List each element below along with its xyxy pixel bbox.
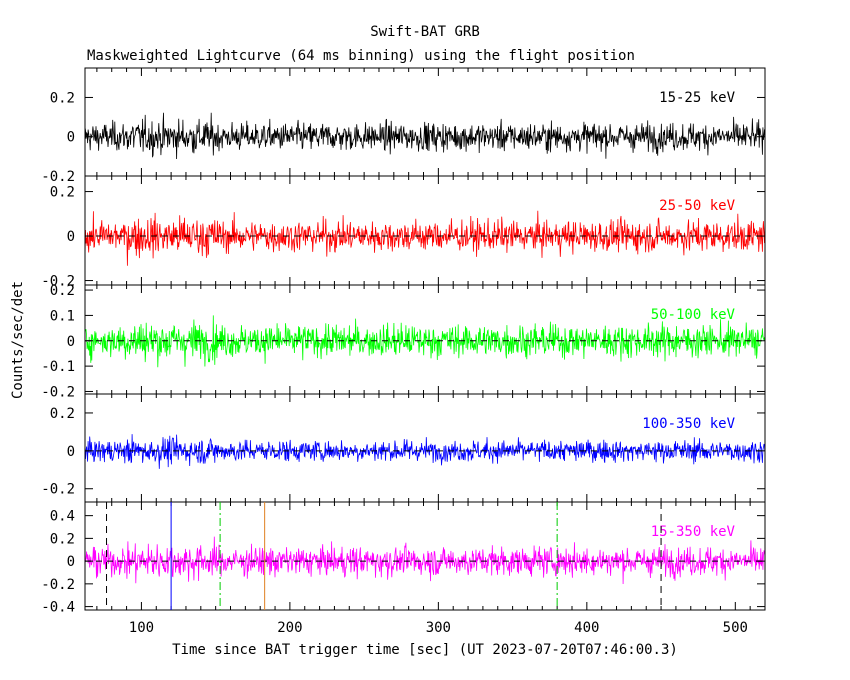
y-tick-label: -0.2 [41, 577, 75, 593]
band-label: 15-25 keV [659, 90, 735, 106]
y-tick-label: 0 [67, 229, 75, 245]
y-tick-label: 0.2 [50, 283, 75, 299]
x-tick-label: 300 [426, 620, 451, 636]
y-tick-label: 0 [67, 130, 75, 146]
band-label: 25-50 keV [659, 198, 735, 214]
y-tick-label: 0.2 [50, 185, 75, 201]
x-tick-label: 200 [277, 620, 302, 636]
panel-band-15-25: -0.2 0 0.2 15-25 keV [41, 67, 766, 185]
panel-band-15-350: -0.4 -0.2 0 0.2 0.4 15-350 keV [41, 501, 766, 616]
x-tick-label: 500 [723, 620, 748, 636]
x-axis-label: Time since BAT trigger time [sec] (UT 20… [172, 642, 678, 658]
lightcurve-band-50-100 [84, 315, 766, 368]
y-tick-label: 0.1 [50, 308, 75, 324]
y-tick-label: -0.1 [41, 359, 75, 375]
x-tick-label: 400 [574, 620, 599, 636]
y-tick-label: 0.2 [50, 406, 75, 422]
y-tick-label: 0.2 [50, 531, 75, 547]
panels-group: -0.200.2 15-25 keV-0.200.225-50 keV-0.2-0… [41, 67, 766, 636]
lightcurve-band-15-350 [84, 536, 766, 585]
chart-title: Swift-BAT GRB [370, 24, 480, 40]
y-tick-label: -0.2 [41, 169, 75, 185]
y-tick-label: 0 [67, 334, 75, 350]
lightcurve-band-15-25 [84, 112, 766, 160]
x-tick-label: 100 [129, 620, 154, 636]
lightcurve-band-25-50 [84, 210, 766, 266]
y-tick-label: 0.2 [50, 90, 75, 106]
y-tick-label: -0.4 [41, 600, 75, 616]
panel-band-50-100: -0.2 -0.1 0 0.1 0.2 50-100 keV [41, 283, 766, 400]
y-tick-label: -0.2 [41, 384, 75, 400]
chart-subtitle: Maskweighted Lightcurve (64 ms binning) … [87, 48, 635, 64]
panel-band-25-50: -0.2 0 0.2 25-50 keV [41, 175, 766, 290]
y-tick-label: 0 [67, 444, 75, 460]
lightcurve-band-100-350 [84, 434, 766, 469]
y-tick-label: 0 [67, 554, 75, 570]
y-tick-label: -0.2 [41, 482, 75, 498]
band-label: 100-350 keV [642, 416, 735, 432]
y-tick-label: -0.2 [41, 274, 75, 290]
band-label: 50-100 keV [651, 307, 736, 323]
panel-band-100-350: -0.2 0 0.2 100-350 keV [41, 393, 766, 503]
band-label: 15-350 keV [651, 524, 736, 540]
y-axis-label: Counts/sec/det [10, 281, 26, 399]
y-tick-label: 0.4 [50, 509, 75, 525]
panel-frame [84, 501, 766, 611]
